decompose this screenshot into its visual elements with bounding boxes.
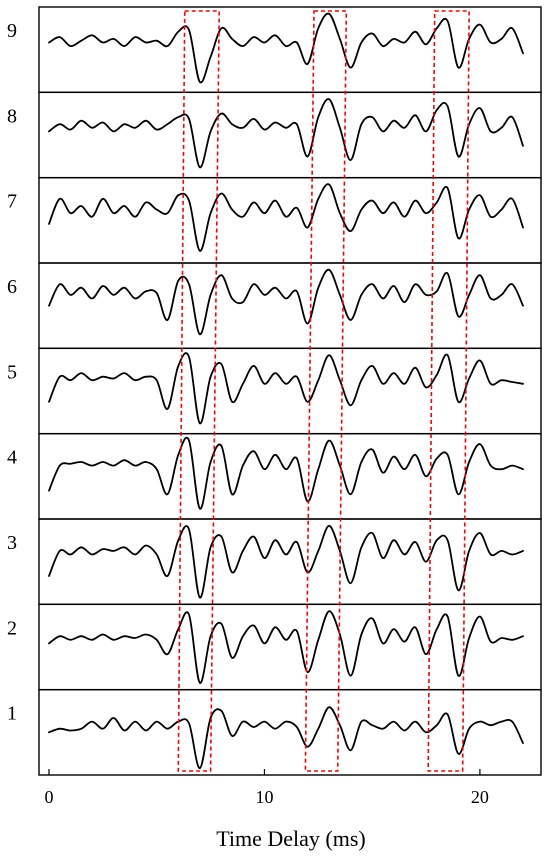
panel-label: 2 (7, 617, 17, 639)
waveform-trace (48, 610, 524, 684)
panel-7: 7 (7, 176, 542, 264)
waveform-trace (48, 12, 524, 84)
panel-3: 3 (7, 518, 542, 606)
waveform-trace (48, 706, 524, 770)
x-tick-label: 10 (255, 787, 273, 807)
highlight-box (304, 10, 348, 772)
panel-label: 8 (7, 105, 17, 127)
waveform-trace (48, 268, 524, 336)
panel-5: 5 (7, 347, 542, 435)
panel-border (38, 603, 542, 691)
panel-label: 3 (7, 532, 17, 554)
panel-9: 9 (7, 6, 542, 94)
panel-border (38, 688, 542, 776)
panel-label: 4 (7, 447, 17, 469)
panel-4: 4 (7, 432, 542, 520)
waveform-trace (48, 98, 524, 169)
panel-2: 2 (7, 603, 542, 691)
x-axis: 0 10 20 (45, 769, 489, 807)
panel-label: 5 (7, 361, 17, 383)
highlight-box (177, 10, 221, 772)
panel-label: 6 (7, 276, 17, 298)
waveform-trace (48, 183, 524, 252)
waveform-trace (48, 436, 524, 510)
panel-label: 7 (7, 191, 17, 213)
highlight-boxes-group (177, 10, 470, 772)
panel-1: 1 (7, 688, 542, 776)
panel-label: 1 (7, 703, 17, 725)
x-axis-label: Time Delay (ms) (216, 826, 366, 851)
panels-group: 9 8 7 6 5 4 3 2 1 (7, 6, 542, 776)
panel-8: 8 (7, 91, 542, 179)
panel-label: 9 (7, 20, 17, 42)
x-tick-label: 20 (471, 787, 489, 807)
x-tick-label: 0 (45, 787, 54, 807)
panel-6: 6 (7, 262, 542, 350)
waveform-trace (48, 524, 524, 599)
waveform-trace (48, 352, 524, 425)
highlight-box (427, 10, 470, 772)
